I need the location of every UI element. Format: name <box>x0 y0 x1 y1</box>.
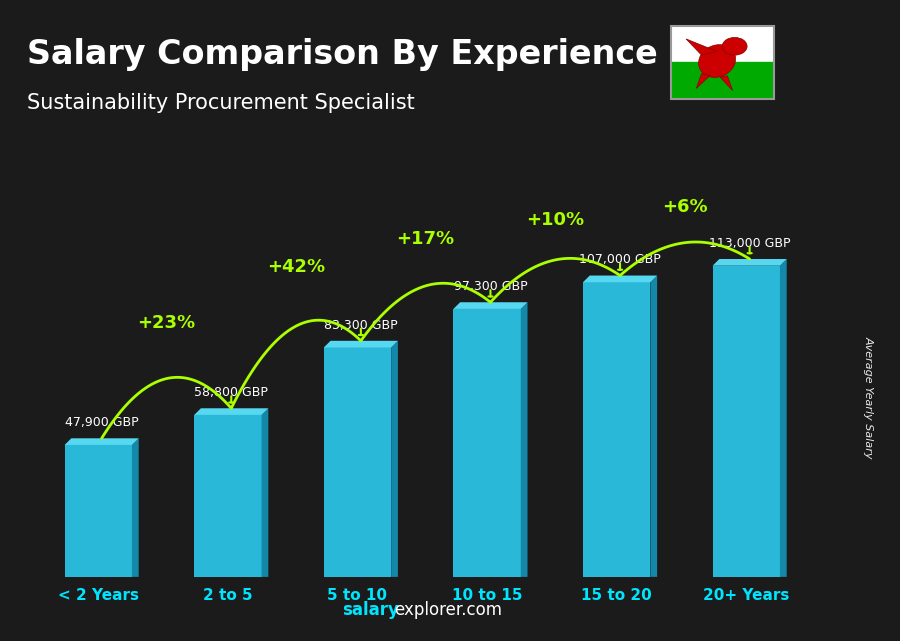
Polygon shape <box>262 408 268 577</box>
Bar <box>670 62 774 99</box>
Polygon shape <box>686 39 717 55</box>
Text: 97,300 GBP: 97,300 GBP <box>454 280 527 293</box>
Bar <box>583 282 651 577</box>
Circle shape <box>722 37 747 55</box>
Ellipse shape <box>698 45 735 78</box>
Text: 113,000 GBP: 113,000 GBP <box>709 237 790 250</box>
Text: +17%: +17% <box>397 230 454 248</box>
Text: 107,000 GBP: 107,000 GBP <box>580 253 661 266</box>
Text: Average Yearly Salary: Average Yearly Salary <box>863 336 874 459</box>
Polygon shape <box>65 438 139 445</box>
Polygon shape <box>324 341 398 347</box>
Polygon shape <box>780 259 787 577</box>
Polygon shape <box>194 408 268 415</box>
Text: +42%: +42% <box>267 258 325 276</box>
Text: explorer.com: explorer.com <box>394 601 502 619</box>
Polygon shape <box>132 438 139 577</box>
Bar <box>194 415 262 577</box>
Text: 58,800 GBP: 58,800 GBP <box>194 386 268 399</box>
Polygon shape <box>521 303 527 577</box>
Bar <box>454 309 521 577</box>
Polygon shape <box>697 74 710 88</box>
Text: +23%: +23% <box>138 314 195 332</box>
Polygon shape <box>713 259 787 266</box>
Polygon shape <box>454 303 527 309</box>
Bar <box>324 347 392 577</box>
Text: 47,900 GBP: 47,900 GBP <box>65 416 139 429</box>
Text: Sustainability Procurement Specialist: Sustainability Procurement Specialist <box>27 93 415 113</box>
Polygon shape <box>651 276 657 577</box>
Text: Salary Comparison By Experience: Salary Comparison By Experience <box>27 38 658 71</box>
Text: +6%: +6% <box>662 198 707 216</box>
Text: salary: salary <box>342 601 399 619</box>
Polygon shape <box>583 276 657 282</box>
Polygon shape <box>720 76 733 90</box>
Bar <box>65 445 132 577</box>
Bar <box>670 26 774 62</box>
Text: +10%: +10% <box>526 211 584 229</box>
Bar <box>713 266 780 577</box>
Text: 83,300 GBP: 83,300 GBP <box>324 319 398 331</box>
Polygon shape <box>392 341 398 577</box>
